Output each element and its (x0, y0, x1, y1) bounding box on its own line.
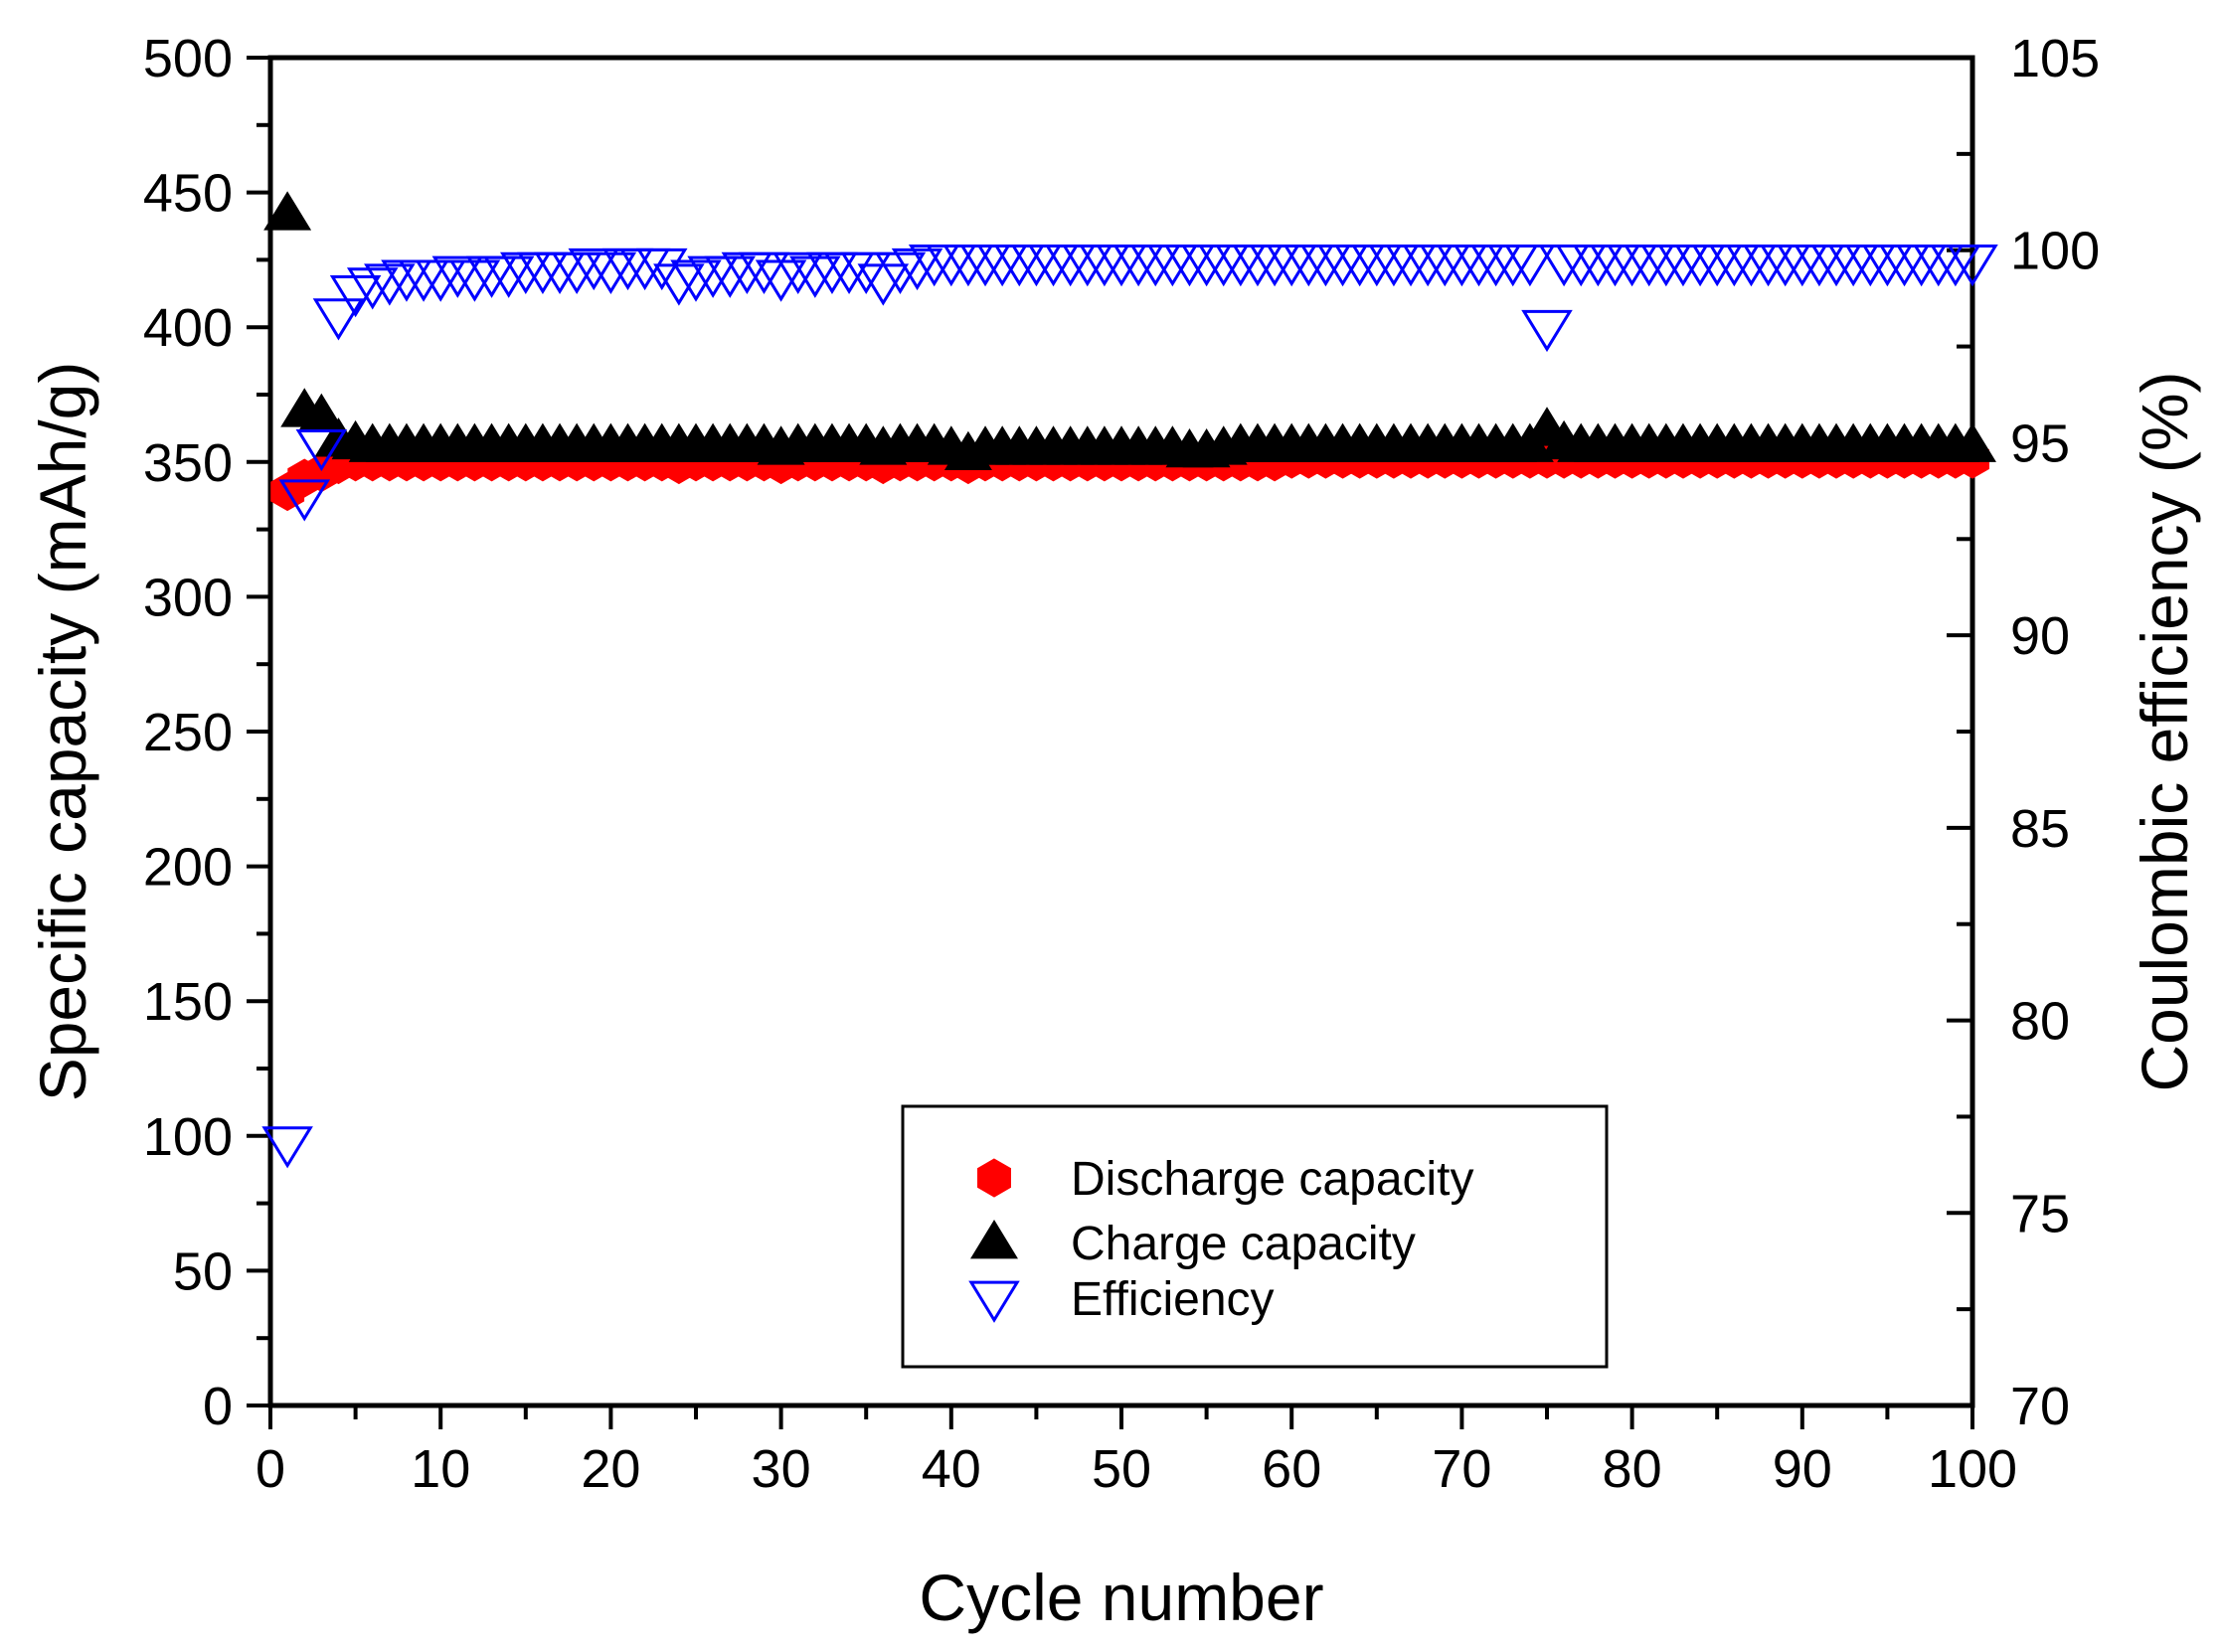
data-markers (261, 191, 1998, 1169)
efficiency-point (635, 248, 688, 291)
y2-tick-label: 70 (2010, 1377, 2070, 1436)
x-axis-title: Cycle number (919, 1561, 1323, 1634)
efficiency-point (1504, 244, 1556, 287)
charge-capacity-point (263, 191, 312, 231)
y-tick-label: 250 (143, 703, 233, 762)
x-tick-label: 10 (411, 1439, 470, 1499)
efficiency-point (568, 248, 620, 291)
y-tick-label: 50 (173, 1241, 233, 1301)
efficiency-point (789, 255, 841, 298)
y-tick-label: 200 (143, 838, 233, 898)
efficiency-point (874, 251, 927, 294)
x-tick-label: 50 (1092, 1439, 1151, 1499)
y2-tick-label: 95 (2010, 413, 2070, 473)
efficiency-point (1947, 244, 1998, 287)
y2-tick-label: 90 (2010, 606, 2070, 666)
legend-marker-efficiency (968, 1280, 1020, 1323)
x-tick-label: 80 (1603, 1439, 1662, 1499)
x-tick-label: 30 (752, 1439, 811, 1499)
y2-tick-label: 75 (2010, 1184, 2070, 1243)
y-tick-label: 400 (143, 298, 233, 358)
x-tick-label: 0 (256, 1439, 285, 1499)
efficiency-point (295, 428, 348, 472)
efficiency-point (771, 251, 824, 294)
efficiency-point (346, 267, 399, 310)
charge-capacity-point (1949, 422, 1996, 462)
legend-label-charge-capacity: Charge capacity (1071, 1218, 1416, 1270)
series-efficiency (261, 244, 1998, 1169)
y-tick-label: 450 (143, 164, 233, 224)
y-tick-label: 100 (143, 1107, 233, 1167)
y-tick-label: 150 (143, 972, 233, 1032)
tick-marks (247, 56, 1974, 1429)
y2-tick-label: 85 (2010, 799, 2070, 859)
efficiency-point (364, 263, 416, 306)
legend-label-efficiency: Efficiency (1071, 1273, 1275, 1326)
series-charge-capacity (263, 191, 1996, 471)
y2-tick-label: 100 (2010, 222, 2100, 281)
y-tick-label: 300 (143, 568, 233, 627)
efficiency-point (1521, 309, 1573, 353)
y-axis-title: Specific capacity (mAh/g) (26, 362, 99, 1102)
efficiency-point (585, 251, 637, 294)
efficiency-point (551, 251, 602, 294)
y2-tick-label: 105 (2010, 29, 2100, 88)
legend-marker-charge-capacity (970, 1220, 1018, 1259)
efficiency-point (721, 251, 773, 294)
y2-tick-label: 80 (2010, 992, 2070, 1052)
efficiency-point (891, 248, 943, 291)
efficiency-point (482, 255, 535, 298)
y2-axis-title: Coulombic efficiency (%) (2128, 371, 2201, 1091)
efficiency-point (704, 255, 757, 298)
efficiency-point (278, 479, 331, 522)
efficiency-point (618, 248, 671, 291)
tick-labels: 0 10 20 30 40 50 60 70 80 90 100 0 50 100 150 200 250 300… (143, 29, 2100, 1499)
x-tick-label: 20 (581, 1439, 640, 1499)
efficiency-point (738, 251, 790, 294)
x-tick-label: 40 (922, 1439, 981, 1499)
efficiency-point (431, 255, 484, 298)
y-tick-label: 500 (143, 29, 233, 88)
efficiency-point (448, 259, 501, 302)
efficiency-point (261, 1126, 313, 1169)
x-tick-label: 100 (1928, 1439, 2017, 1499)
legend-label-discharge-capacity: Discharge capacity (1071, 1153, 1474, 1206)
y-tick-label: 0 (203, 1377, 233, 1436)
efficiency-point (670, 259, 722, 302)
legend-box (901, 1104, 1609, 1369)
legend-marker-discharge-capacity (977, 1158, 1011, 1198)
y-tick-label: 350 (143, 433, 233, 493)
x-tick-label: 70 (1432, 1439, 1491, 1499)
efficiency-point (653, 263, 705, 306)
legend: Discharge capacity Charge capacityEfficie… (901, 1104, 1609, 1369)
efficiency-point (312, 298, 365, 341)
efficiency-point (840, 251, 892, 294)
x-tick-label: 60 (1262, 1439, 1321, 1499)
efficiency-point (415, 259, 466, 302)
x-tick-label: 90 (1773, 1439, 1832, 1499)
efficiency-point (857, 263, 910, 306)
